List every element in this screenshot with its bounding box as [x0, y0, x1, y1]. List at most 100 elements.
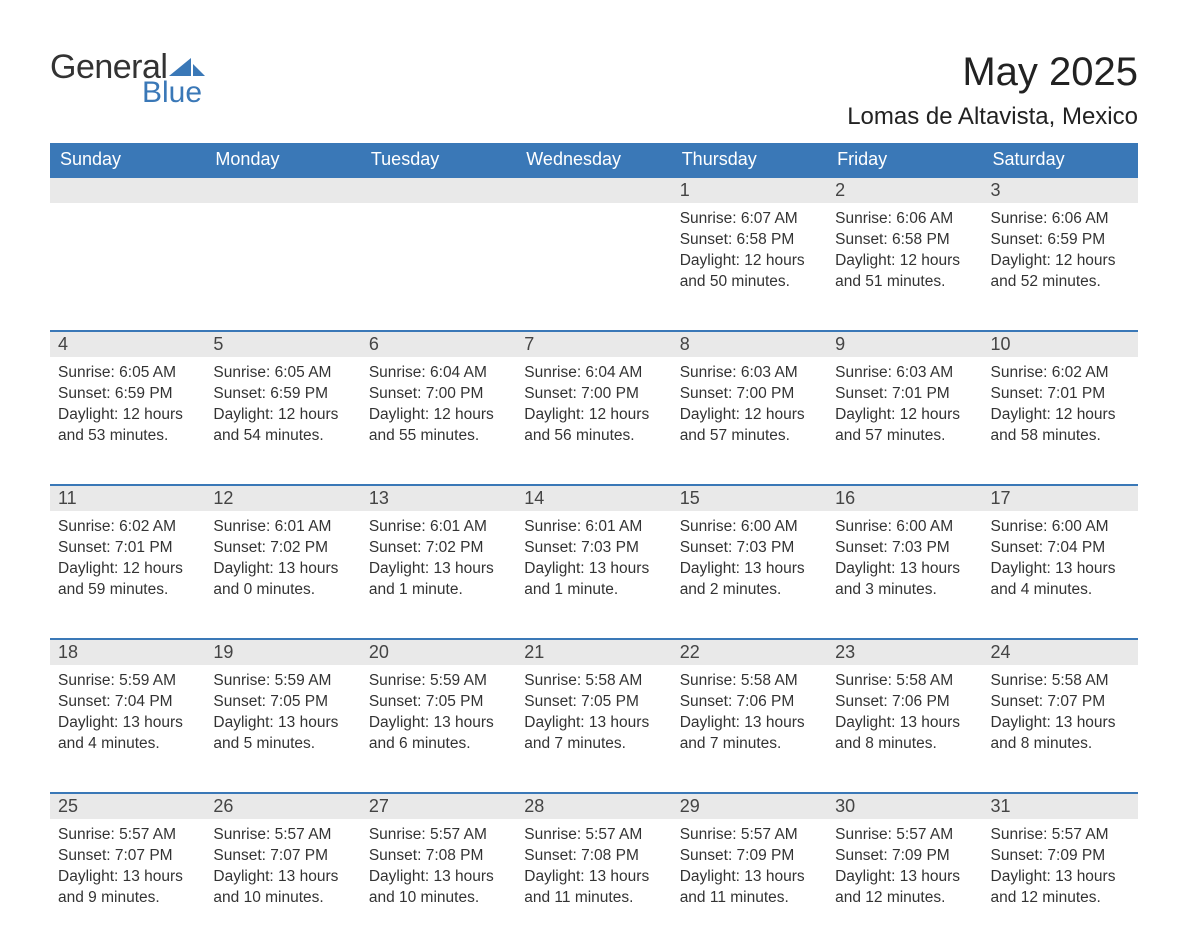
day-number: 14 — [516, 486, 671, 511]
calendar-cell: Sunrise: 5:58 AMSunset: 7:06 PMDaylight:… — [827, 665, 982, 793]
day-content: Sunrise: 6:02 AMSunset: 7:01 PMDaylight:… — [50, 511, 205, 613]
calendar-cell: Sunrise: 5:57 AMSunset: 7:07 PMDaylight:… — [205, 819, 360, 947]
day-content: Sunrise: 6:03 AMSunset: 7:00 PMDaylight:… — [672, 357, 827, 459]
day-number — [50, 178, 205, 203]
calendar-cell: Sunrise: 6:04 AMSunset: 7:00 PMDaylight:… — [361, 357, 516, 485]
weekday-header: Wednesday — [516, 143, 671, 177]
calendar-cell: Sunrise: 5:58 AMSunset: 7:06 PMDaylight:… — [672, 665, 827, 793]
calendar-cell: Sunrise: 6:02 AMSunset: 7:01 PMDaylight:… — [983, 357, 1138, 485]
day-number: 15 — [672, 486, 827, 511]
day-content: Sunrise: 5:58 AMSunset: 7:07 PMDaylight:… — [983, 665, 1138, 767]
page-subtitle: Lomas de Altavista, Mexico — [847, 103, 1138, 131]
day-content: Sunrise: 5:57 AMSunset: 7:08 PMDaylight:… — [516, 819, 671, 921]
day-content: Sunrise: 5:58 AMSunset: 7:06 PMDaylight:… — [827, 665, 982, 767]
day-content: Sunrise: 6:07 AMSunset: 6:58 PMDaylight:… — [672, 203, 827, 305]
calendar-cell: Sunrise: 5:59 AMSunset: 7:05 PMDaylight:… — [361, 665, 516, 793]
day-content: Sunrise: 6:01 AMSunset: 7:02 PMDaylight:… — [361, 511, 516, 613]
calendar-cell: Sunrise: 6:07 AMSunset: 6:58 PMDaylight:… — [672, 203, 827, 331]
calendar-cell: Sunrise: 6:06 AMSunset: 6:59 PMDaylight:… — [983, 203, 1138, 331]
weekday-header: Tuesday — [361, 143, 516, 177]
day-content: Sunrise: 6:04 AMSunset: 7:00 PMDaylight:… — [516, 357, 671, 459]
day-number: 27 — [361, 794, 516, 819]
calendar-cell: Sunrise: 6:00 AMSunset: 7:04 PMDaylight:… — [983, 511, 1138, 639]
day-number: 11 — [50, 486, 205, 511]
day-number: 30 — [827, 794, 982, 819]
day-content: Sunrise: 6:06 AMSunset: 6:58 PMDaylight:… — [827, 203, 982, 305]
calendar-cell: Sunrise: 5:59 AMSunset: 7:04 PMDaylight:… — [50, 665, 205, 793]
calendar-cell: Sunrise: 6:01 AMSunset: 7:02 PMDaylight:… — [205, 511, 360, 639]
day-content: Sunrise: 5:57 AMSunset: 7:09 PMDaylight:… — [672, 819, 827, 921]
day-content: Sunrise: 6:00 AMSunset: 7:03 PMDaylight:… — [827, 511, 982, 613]
day-content: Sunrise: 5:59 AMSunset: 7:05 PMDaylight:… — [361, 665, 516, 767]
day-content: Sunrise: 6:00 AMSunset: 7:03 PMDaylight:… — [672, 511, 827, 613]
day-number: 21 — [516, 640, 671, 665]
day-number: 24 — [983, 640, 1138, 665]
day-number: 8 — [672, 332, 827, 357]
calendar-cell: Sunrise: 6:02 AMSunset: 7:01 PMDaylight:… — [50, 511, 205, 639]
day-content: Sunrise: 5:57 AMSunset: 7:09 PMDaylight:… — [983, 819, 1138, 921]
calendar-cell: Sunrise: 5:59 AMSunset: 7:05 PMDaylight:… — [205, 665, 360, 793]
day-number: 25 — [50, 794, 205, 819]
calendar-cell: Sunrise: 5:57 AMSunset: 7:09 PMDaylight:… — [983, 819, 1138, 947]
calendar-cell: Sunrise: 6:04 AMSunset: 7:00 PMDaylight:… — [516, 357, 671, 485]
day-number: 13 — [361, 486, 516, 511]
calendar-cell: Sunrise: 5:58 AMSunset: 7:05 PMDaylight:… — [516, 665, 671, 793]
day-content: Sunrise: 5:57 AMSunset: 7:08 PMDaylight:… — [361, 819, 516, 921]
day-content: Sunrise: 5:57 AMSunset: 7:09 PMDaylight:… — [827, 819, 982, 921]
day-number: 31 — [983, 794, 1138, 819]
day-number: 5 — [205, 332, 360, 357]
day-content: Sunrise: 5:58 AMSunset: 7:05 PMDaylight:… — [516, 665, 671, 767]
day-number: 18 — [50, 640, 205, 665]
day-number: 7 — [516, 332, 671, 357]
day-content: Sunrise: 6:00 AMSunset: 7:04 PMDaylight:… — [983, 511, 1138, 613]
calendar-cell: Sunrise: 6:00 AMSunset: 7:03 PMDaylight:… — [827, 511, 982, 639]
weekday-header-row: Sunday Monday Tuesday Wednesday Thursday… — [50, 143, 1138, 177]
day-content: Sunrise: 5:57 AMSunset: 7:07 PMDaylight:… — [205, 819, 360, 921]
calendar-cell: Sunrise: 5:57 AMSunset: 7:07 PMDaylight:… — [50, 819, 205, 947]
day-content: Sunrise: 6:01 AMSunset: 7:02 PMDaylight:… — [205, 511, 360, 613]
day-content: Sunrise: 5:59 AMSunset: 7:04 PMDaylight:… — [50, 665, 205, 767]
calendar-cell: Sunrise: 6:05 AMSunset: 6:59 PMDaylight:… — [205, 357, 360, 485]
day-number: 12 — [205, 486, 360, 511]
day-number: 23 — [827, 640, 982, 665]
calendar-cell: Sunrise: 6:05 AMSunset: 6:59 PMDaylight:… — [50, 357, 205, 485]
calendar-table: Sunday Monday Tuesday Wednesday Thursday… — [50, 143, 1138, 947]
calendar-cell: Sunrise: 6:03 AMSunset: 7:01 PMDaylight:… — [827, 357, 982, 485]
day-content: Sunrise: 5:57 AMSunset: 7:07 PMDaylight:… — [50, 819, 205, 921]
calendar-cell — [516, 203, 671, 331]
page-title: May 2025 — [847, 50, 1138, 95]
day-number — [361, 178, 516, 203]
calendar-cell: Sunrise: 5:57 AMSunset: 7:09 PMDaylight:… — [672, 819, 827, 947]
day-content: Sunrise: 5:58 AMSunset: 7:06 PMDaylight:… — [672, 665, 827, 767]
calendar-cell — [361, 203, 516, 331]
day-content: Sunrise: 6:05 AMSunset: 6:59 PMDaylight:… — [50, 357, 205, 459]
day-content: Sunrise: 5:59 AMSunset: 7:05 PMDaylight:… — [205, 665, 360, 767]
day-number: 2 — [827, 178, 982, 203]
calendar-cell: Sunrise: 6:03 AMSunset: 7:00 PMDaylight:… — [672, 357, 827, 485]
day-number: 16 — [827, 486, 982, 511]
logo-word-blue: Blue — [142, 78, 205, 108]
day-number: 17 — [983, 486, 1138, 511]
calendar-cell — [205, 203, 360, 331]
day-number: 20 — [361, 640, 516, 665]
day-number: 10 — [983, 332, 1138, 357]
day-number: 26 — [205, 794, 360, 819]
title-block: May 2025 Lomas de Altavista, Mexico — [847, 50, 1138, 131]
day-number: 6 — [361, 332, 516, 357]
calendar-cell: Sunrise: 6:01 AMSunset: 7:02 PMDaylight:… — [361, 511, 516, 639]
weekday-header: Saturday — [983, 143, 1138, 177]
day-number: 3 — [983, 178, 1138, 203]
calendar-cell: Sunrise: 6:06 AMSunset: 6:58 PMDaylight:… — [827, 203, 982, 331]
day-number: 19 — [205, 640, 360, 665]
calendar-cell — [50, 203, 205, 331]
weekday-header: Friday — [827, 143, 982, 177]
day-content: Sunrise: 6:03 AMSunset: 7:01 PMDaylight:… — [827, 357, 982, 459]
logo: General Blue — [50, 50, 205, 108]
day-content: Sunrise: 6:06 AMSunset: 6:59 PMDaylight:… — [983, 203, 1138, 305]
day-number: 9 — [827, 332, 982, 357]
header: General Blue May 2025 Lomas de Altavista… — [50, 50, 1138, 131]
day-number — [516, 178, 671, 203]
weekday-header: Monday — [205, 143, 360, 177]
day-content: Sunrise: 6:04 AMSunset: 7:00 PMDaylight:… — [361, 357, 516, 459]
day-number: 22 — [672, 640, 827, 665]
